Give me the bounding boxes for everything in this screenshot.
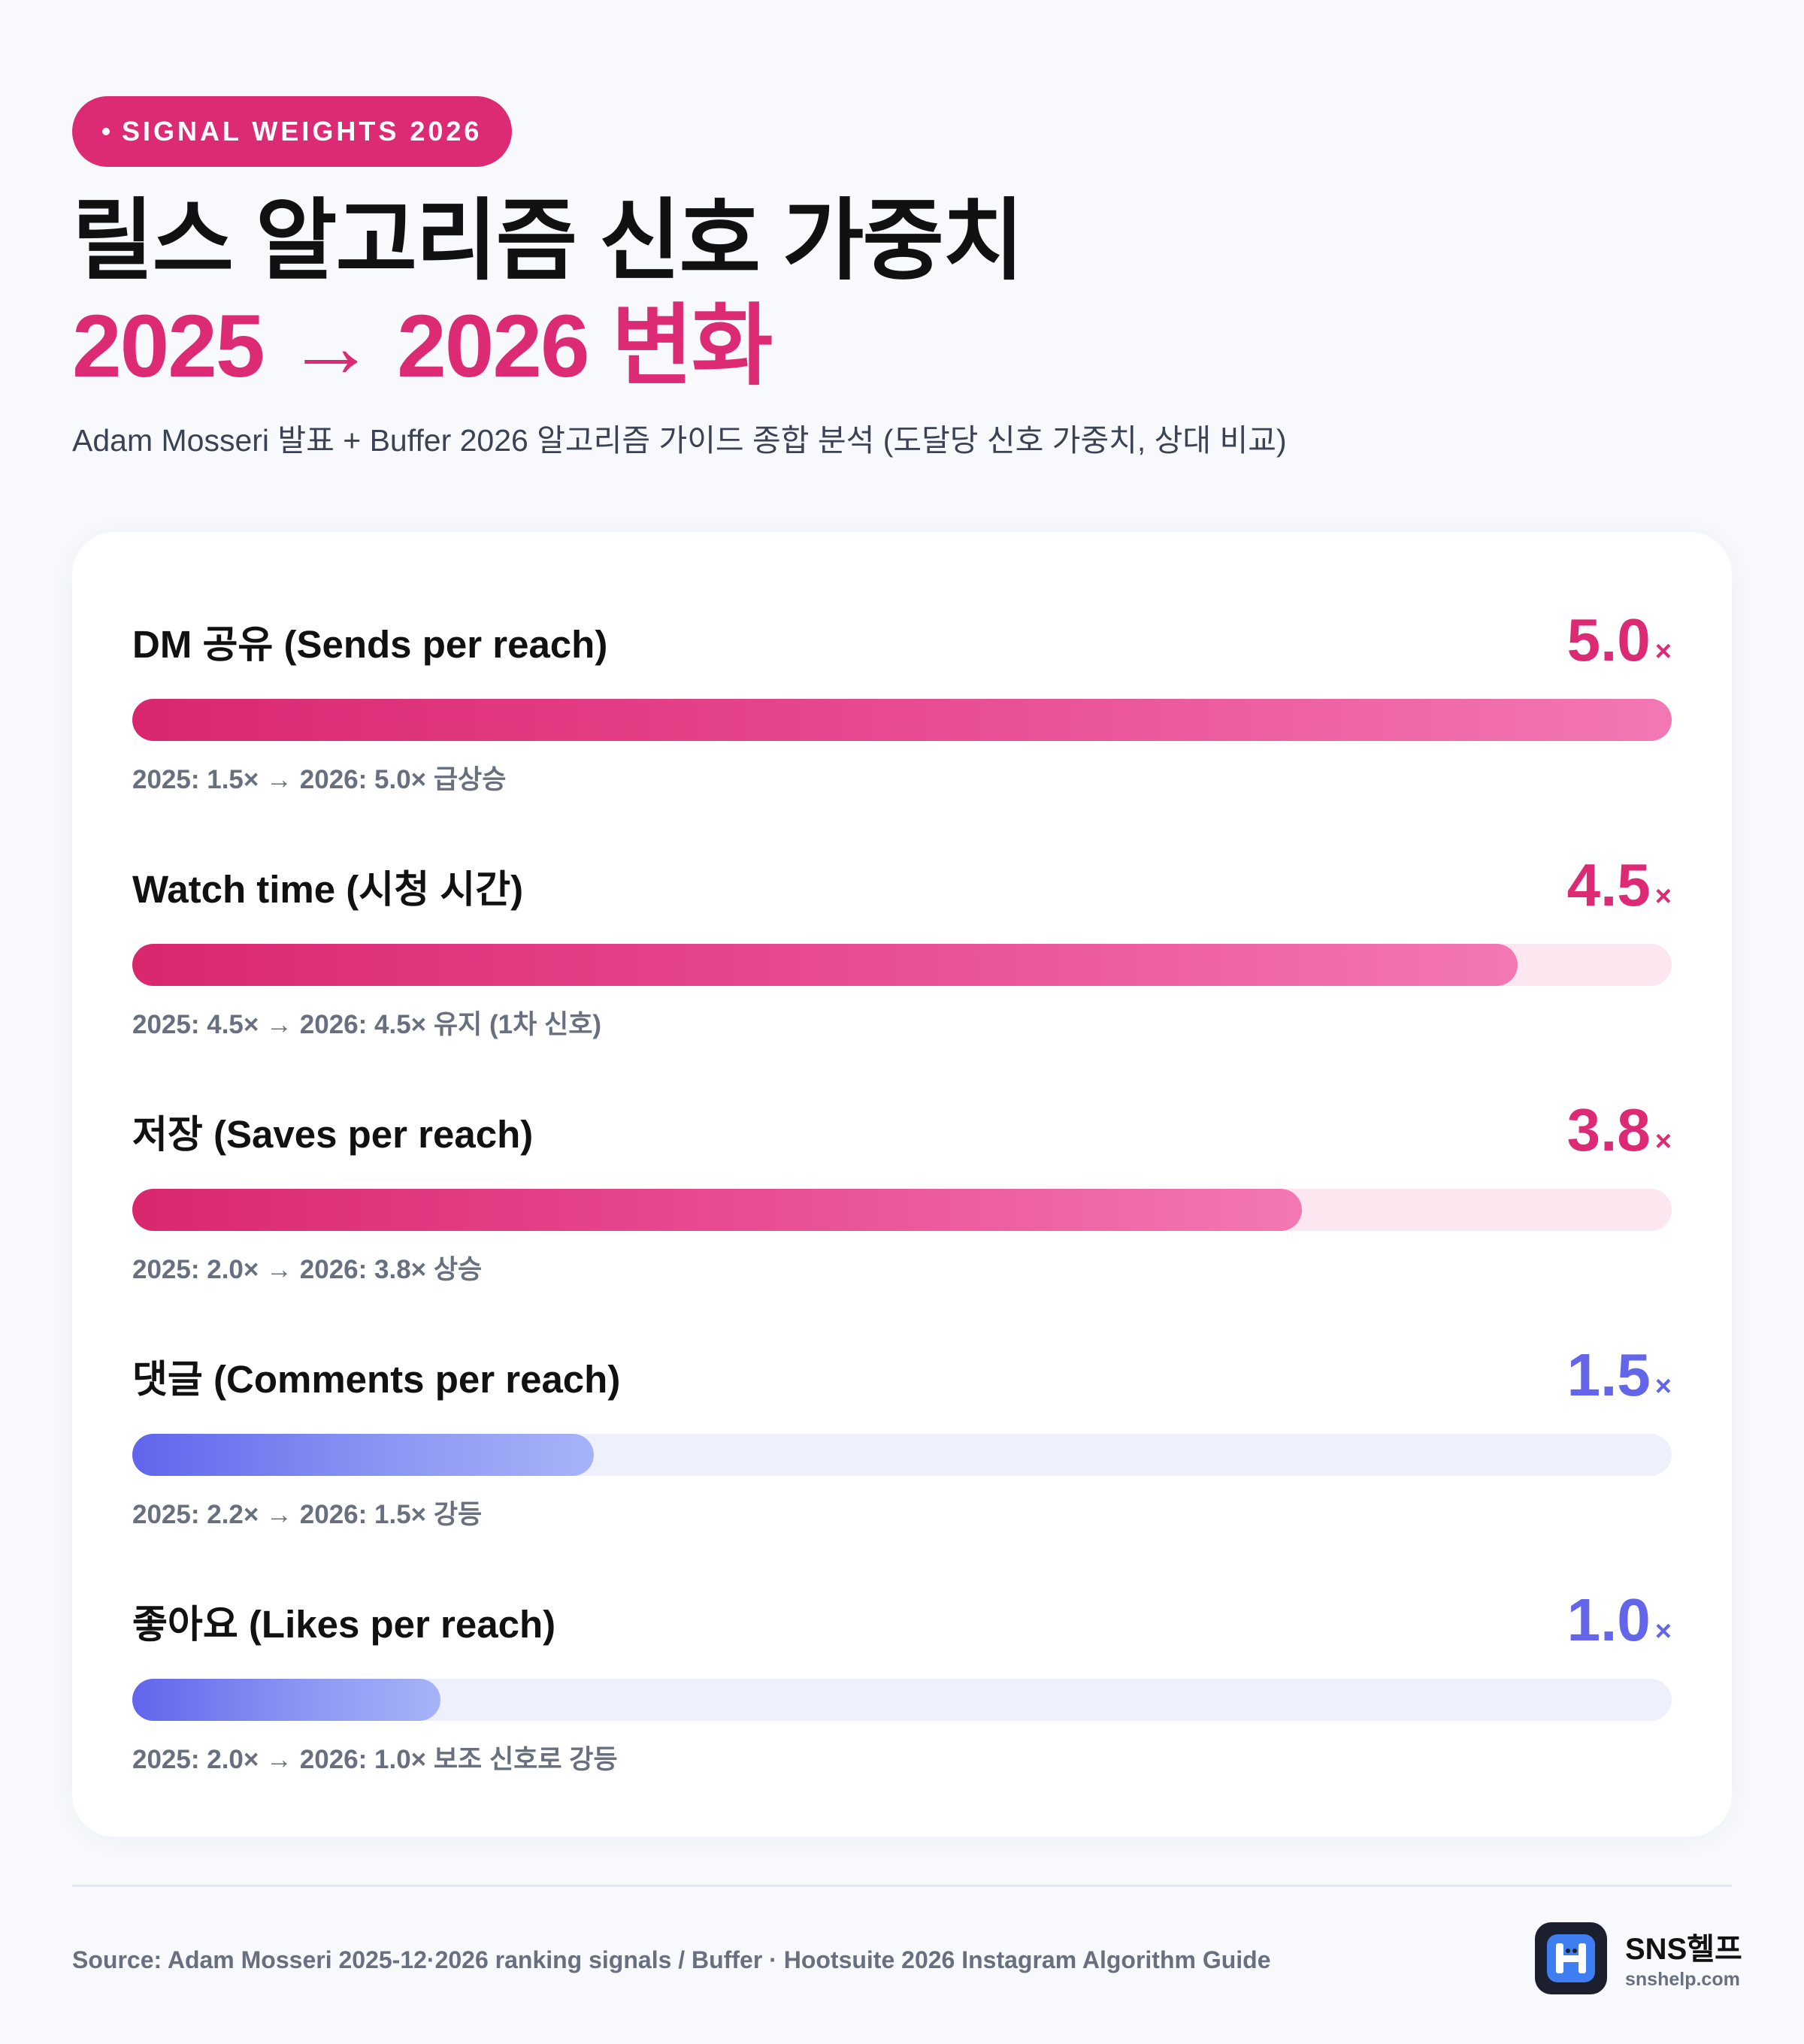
signal-bar-track [132, 699, 1672, 741]
signal-change-note: 2025: 4.5× → 2026: 4.5× 유지 (1차 신호) [132, 1010, 602, 1039]
signal-value-suffix: × [1654, 1126, 1672, 1157]
signal-bar-track [132, 944, 1672, 986]
signal-value-suffix: × [1654, 1616, 1672, 1647]
signal-value: 4.5 × [1567, 855, 1672, 915]
signal-bar [132, 1679, 440, 1721]
signal-bar-track [132, 1434, 1672, 1476]
badge-label: SIGNAL WEIGHTS 2026 [122, 116, 483, 147]
signal-bar [132, 699, 1672, 741]
signal-change-note: 2025: 2.0× → 2026: 3.8× 상승 [132, 1255, 483, 1284]
signal-change-note: 2025: 2.0× → 2026: 1.0× 보조 신호로 강등 [132, 1745, 618, 1774]
footer-divider [72, 1885, 1732, 1887]
page-title-secondary: 2025 → 2026 변화 [72, 297, 773, 396]
signal-value-suffix: × [1654, 1371, 1672, 1402]
brand-logo-mark-icon [1547, 1934, 1595, 1982]
signal-label: 저장 (Saves per reach) [132, 1113, 534, 1156]
signal-bar [132, 1189, 1302, 1231]
page-title: 릴스 알고리즘 신호 가중치 [72, 192, 1025, 291]
signal-change-note: 2025: 1.5× → 2026: 5.0× 급상승 [132, 765, 507, 794]
signal-change-note: 2025: 2.2× → 2026: 1.5× 강등 [132, 1500, 483, 1529]
signal-value-number: 1.5 [1566, 1341, 1651, 1408]
signal-value: 5.0 × [1567, 610, 1672, 670]
page-subtitle: Adam Mosseri 발표 + Buffer 2026 알고리즘 가이드 종… [72, 423, 1287, 458]
signal-label: 댓글 (Comments per reach) [132, 1358, 621, 1401]
signal-value-suffix: × [1654, 881, 1672, 912]
signal-bar-track [132, 1189, 1672, 1231]
brand-name: SNS헬프 [1625, 1933, 1742, 1966]
signal-value-number: 4.5 [1566, 851, 1651, 918]
signal-weights-badge: SIGNAL WEIGHTS 2026 [72, 96, 513, 167]
signal-value: 1.5 × [1567, 1345, 1672, 1405]
signal-label: Watch time (시청 시간) [132, 868, 524, 911]
chart-card: DM 공유 (Sends per reach) 5.0 × 2025: 1.5× → … [72, 532, 1732, 1837]
badge-dot-icon [102, 128, 110, 135]
signal-label: 좋아요 (Likes per reach) [132, 1603, 556, 1646]
signal-bar-track [132, 1679, 1672, 1721]
signal-bar [132, 944, 1518, 986]
signal-value-suffix: × [1654, 636, 1672, 667]
signal-value-number: 3.8 [1566, 1096, 1651, 1163]
logo-h-icon [1556, 1943, 1586, 1973]
signal-bar [132, 1434, 594, 1476]
brand-url: snshelp.com [1625, 1969, 1740, 1990]
signal-value: 3.8 × [1567, 1100, 1672, 1160]
signal-value: 1.0 × [1567, 1590, 1672, 1650]
signal-label: DM 공유 (Sends per reach) [132, 623, 608, 666]
signal-value-number: 5.0 [1566, 606, 1651, 673]
brand-logo-icon [1535, 1922, 1607, 1994]
source-text: Source: Adam Mosseri 2025-12·2026 rankin… [72, 1946, 1271, 1973]
signal-value-number: 1.0 [1566, 1586, 1651, 1653]
